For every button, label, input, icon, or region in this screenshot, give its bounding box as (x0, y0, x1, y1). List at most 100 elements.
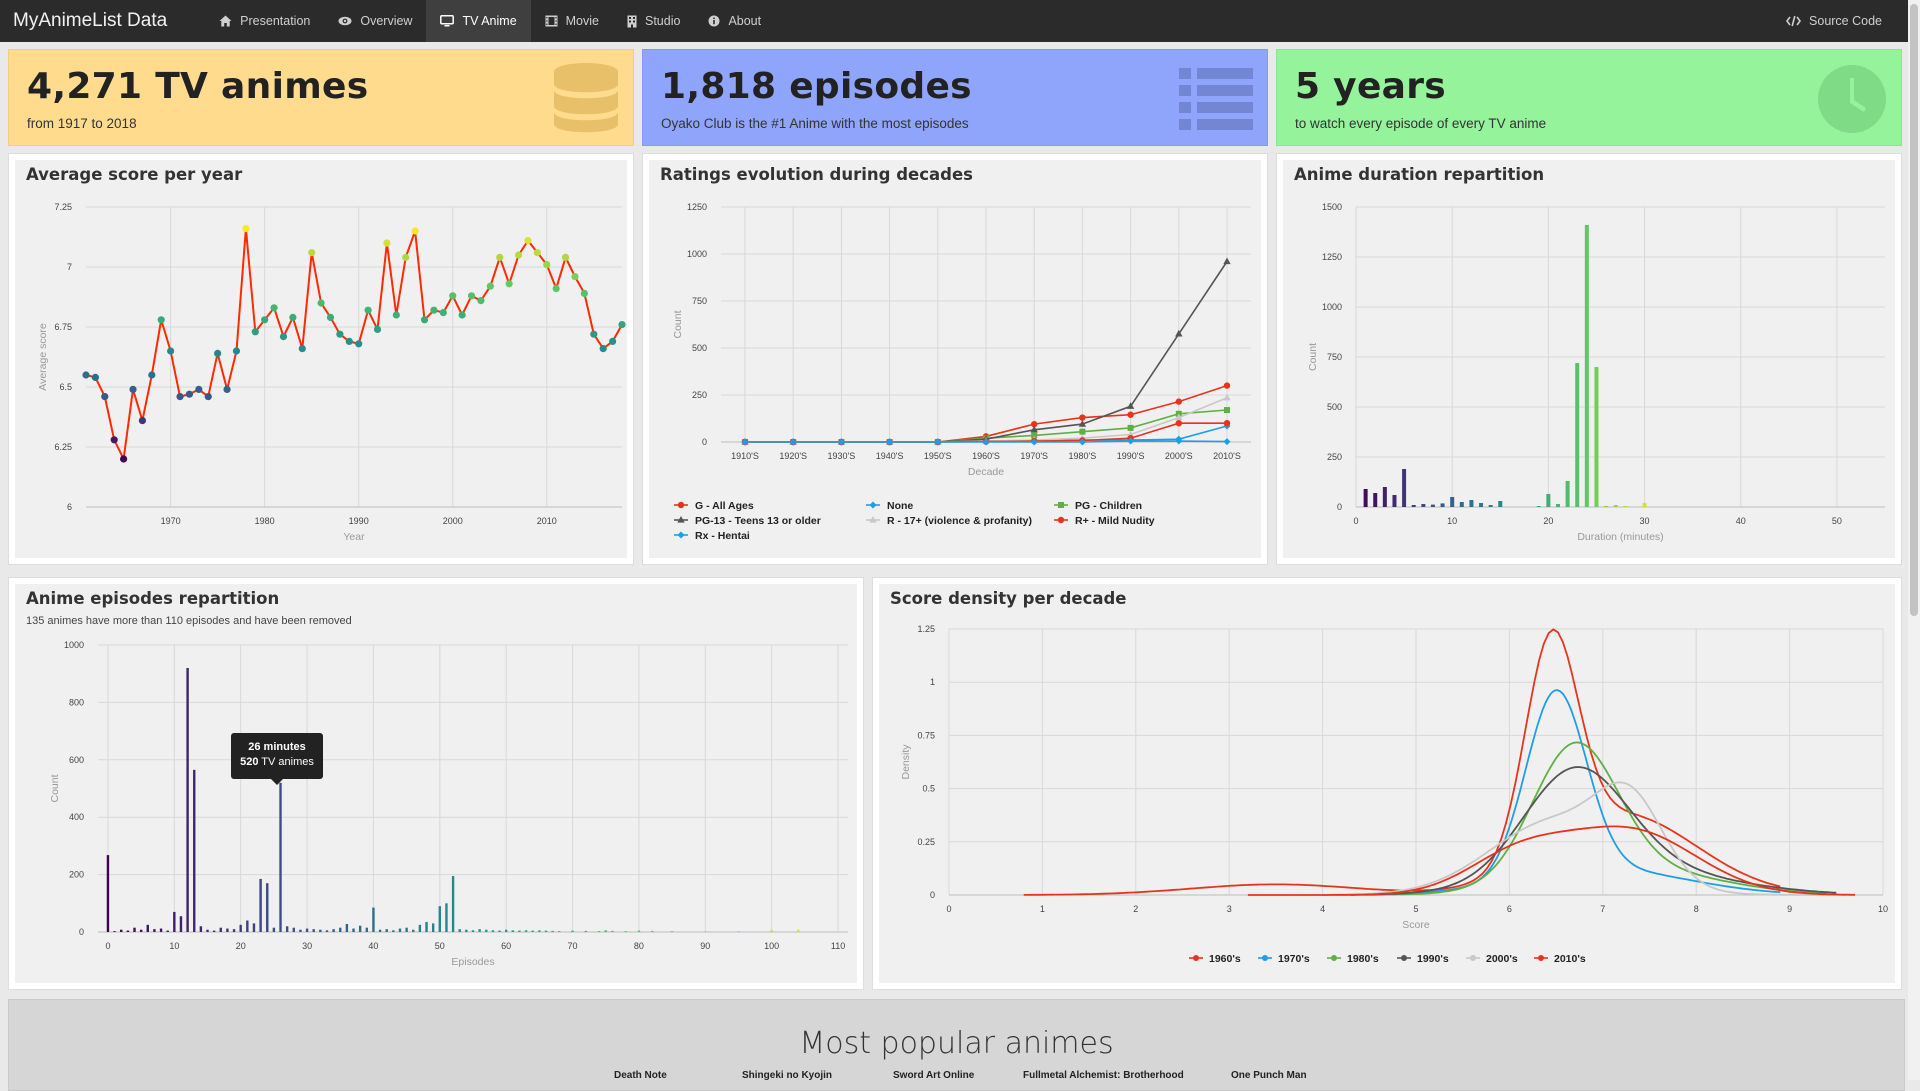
brand-title[interactable]: MyAnimeList Data (13, 10, 168, 31)
data-point (326, 313, 335, 321)
bar (451, 876, 455, 932)
data-point (373, 325, 382, 333)
bar (126, 930, 130, 932)
nav-item-tv-anime[interactable]: TV Anime (426, 0, 531, 42)
bar (597, 931, 601, 932)
kpi-subtitle: Oyako Club is the #1 Anime with the most… (661, 116, 969, 131)
chart-tooltip: 26 minutes 520 TV animes (231, 733, 323, 785)
legend-label: R - 17+ (violence & profanity) (887, 515, 1032, 527)
nav-item-movie[interactable]: Movie (531, 0, 613, 42)
popular-anime-title[interactable]: Fullmetal Alchemist: Brotherhood (1023, 1070, 1184, 1081)
data-point (608, 337, 617, 345)
bar (398, 928, 402, 932)
panel-title: Anime episodes repartition (26, 589, 280, 608)
data-point (430, 306, 438, 314)
data-point (524, 237, 532, 245)
bar (498, 930, 501, 932)
popular-anime-title[interactable]: One Punch Man (1231, 1070, 1307, 1081)
bar (836, 931, 840, 932)
bar (372, 907, 375, 932)
data-point (1223, 420, 1231, 427)
legend-label: PG-13 - Teens 13 or older (695, 515, 821, 527)
bar (1459, 502, 1464, 507)
x-tick-label: 0 (946, 904, 951, 914)
y-tick-label: 7.25 (54, 202, 72, 212)
bar (558, 931, 561, 932)
episodes-chart[interactable]: 0 200 400 600 800 1000 0 10 20 30 40 50 60 70 80 90 100 1… (9, 578, 865, 991)
bar (1642, 503, 1647, 507)
bar (1604, 506, 1609, 507)
panel-subtitle: 135 animes have more than 110 episodes a… (26, 615, 352, 627)
nav-item-presentation[interactable]: Presentation (205, 0, 324, 42)
bar (272, 927, 276, 932)
x-axis-label: Score (1402, 919, 1430, 931)
data-point (289, 313, 297, 321)
density-line (1322, 781, 1846, 896)
bar (312, 929, 315, 932)
data-point (599, 345, 607, 353)
average-score-chart[interactable]: 6 6.25 6.5 6.75 7 7.25 1970 1980 1990 2000 2010 Yea… (9, 154, 635, 566)
bar (352, 928, 355, 932)
popular-anime-title[interactable]: Sword Art Online (893, 1070, 975, 1081)
nav-item-studio[interactable]: Studio (613, 0, 694, 42)
bar (770, 930, 773, 932)
nav-item-about[interactable]: About (694, 0, 775, 42)
bar (471, 930, 475, 932)
data-point (1030, 438, 1038, 446)
x-tick-label: 0 (1353, 516, 1358, 526)
nav-label-studio: Studio (644, 14, 681, 28)
bar (1546, 494, 1551, 507)
popular-anime-title[interactable]: Shingeki no Kyojin (742, 1070, 833, 1081)
kpi-card-tv-animes: 4,271 TV animes from 1917 to 2018 (8, 49, 634, 146)
scrollbar-thumb[interactable] (1910, 4, 1918, 616)
data-point (1175, 329, 1183, 337)
bar (345, 923, 349, 932)
x-tick-label: 1 (1040, 904, 1045, 914)
data-point (261, 316, 269, 324)
y-axis-label: Density (900, 744, 912, 780)
x-tick-label: 4 (1320, 904, 1325, 914)
y-tick-label: 0 (702, 437, 707, 447)
x-tick-label: 90 (700, 941, 710, 951)
data-point (886, 438, 894, 446)
x-tick-label: 40 (368, 941, 378, 951)
y-tick-label: 1 (930, 677, 935, 687)
legend-label: Rx - Hentai (695, 530, 750, 542)
data-point (449, 292, 457, 300)
data-point (1058, 502, 1064, 508)
bar (651, 930, 654, 932)
legend-label: 1990's (1417, 953, 1449, 965)
x-tick-label: 1990'S (1117, 451, 1145, 461)
x-tick-label: 60 (501, 941, 511, 951)
x-tick-label: 5 (1413, 904, 1418, 914)
y-axis-label: Count (49, 774, 61, 802)
legend-label: 2000's (1486, 953, 1518, 965)
bar (458, 929, 461, 932)
nav-item-overview[interactable]: Overview (324, 0, 426, 42)
ratings-chart[interactable]: 0 250 500 750 1000 1250 1910'S 1920'S 1930'S 1940… (643, 154, 1269, 566)
y-tick-label: 750 (692, 296, 707, 306)
score-density-chart[interactable]: 0 0.25 0.5 0.75 1 1.25 0 1 2 3 4 5 6 7 8 9 10 Score Densit… (873, 578, 1903, 991)
data-point (392, 311, 400, 319)
x-tick-label: 1970 (161, 516, 181, 526)
bar (797, 929, 800, 932)
data-point (1127, 411, 1134, 418)
nav-label-source-code: Source Code (1809, 14, 1882, 28)
bar (1411, 505, 1416, 507)
bar (1421, 504, 1426, 507)
x-tick-label: 30 (302, 941, 312, 951)
bar (339, 927, 342, 932)
page-scrollbar[interactable] (1908, 0, 1920, 1080)
panel-title: Score density per decade (890, 589, 1127, 608)
duration-chart[interactable]: 0 250 500 750 1000 1250 1500 0 10 20 30 40 50 Duratio… (1277, 154, 1903, 566)
panel-title: Average score per year (26, 165, 243, 184)
bar (584, 930, 588, 932)
bar (325, 930, 329, 932)
popular-anime-title[interactable]: Death Note (614, 1070, 667, 1081)
data-point (1031, 420, 1038, 428)
nav-item-source-code[interactable]: Source Code (1772, 0, 1896, 42)
bar (544, 930, 548, 932)
data-point (1078, 420, 1087, 427)
x-axis-label: Year (343, 531, 365, 543)
data-point (741, 438, 749, 446)
